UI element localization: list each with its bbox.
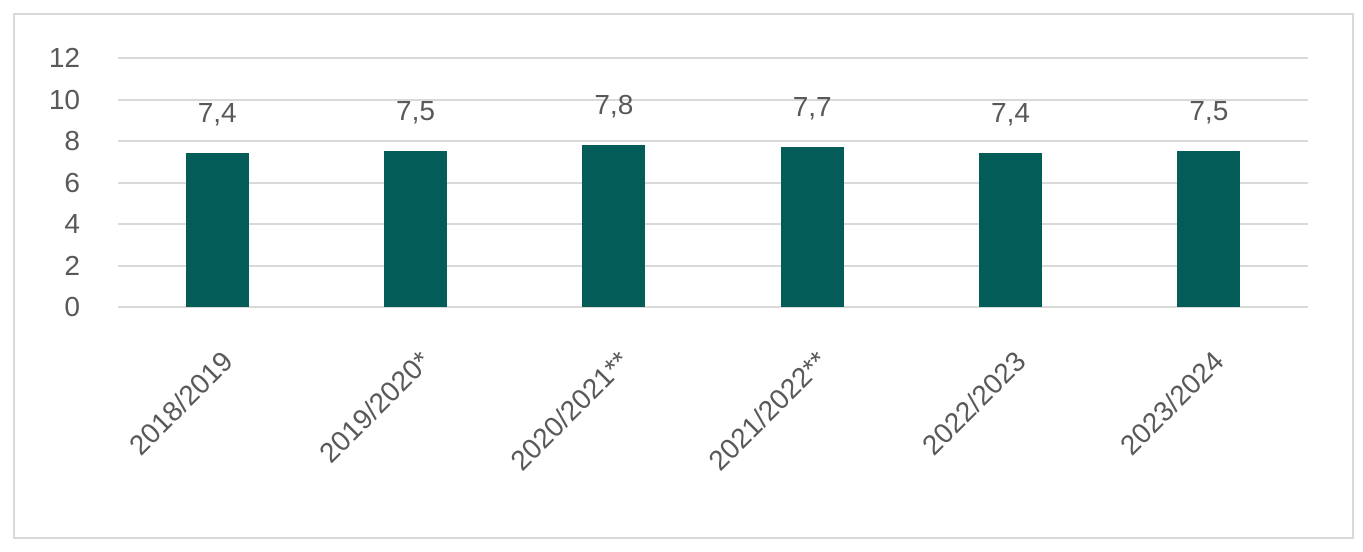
gridline: [118, 223, 1308, 225]
bar: [780, 147, 844, 307]
bar: [582, 145, 646, 307]
y-axis-tick-label: 10: [48, 83, 80, 115]
y-axis-tick-label: 8: [64, 125, 80, 156]
gridline: [118, 264, 1308, 267]
gridline: [118, 98, 1308, 101]
x-axis-category-label: 2023/2024: [1114, 345, 1231, 461]
y-axis-tick-label: 0: [64, 291, 80, 322]
gridline: [118, 181, 1308, 184]
y-axis-tick-label: 6: [64, 166, 80, 198]
y-axis-tick-label: 2: [64, 249, 80, 281]
x-axis-category-label: 2018/2019: [122, 345, 239, 461]
x-axis-category-label: 2020/2021**: [504, 345, 636, 477]
x-axis-category-label: 2021/2022**: [702, 345, 834, 477]
bar-value-label: 7,7: [792, 91, 832, 123]
bar: [185, 153, 249, 307]
gridline: [118, 57, 1308, 59]
bar-value-label: 7,4: [197, 97, 237, 129]
bar-value-label: 7,8: [594, 89, 634, 121]
bar-value-label: 7,5: [1189, 95, 1229, 127]
bar-value-label: 7,5: [396, 95, 435, 127]
bar: [1177, 151, 1241, 307]
bar: [979, 153, 1042, 307]
x-axis-category-label: 2019/2020*: [313, 345, 437, 469]
x-axis-category-label: 2022/2023: [916, 345, 1032, 461]
y-axis-tick-label: 12: [48, 42, 80, 73]
chart-frame-border: [13, 13, 1354, 539]
y-axis-tick-label: 4: [64, 208, 80, 239]
bar: [384, 151, 447, 307]
bar-value-label: 7,4: [991, 97, 1030, 129]
gridline: [118, 140, 1308, 142]
gridline: [118, 306, 1308, 308]
